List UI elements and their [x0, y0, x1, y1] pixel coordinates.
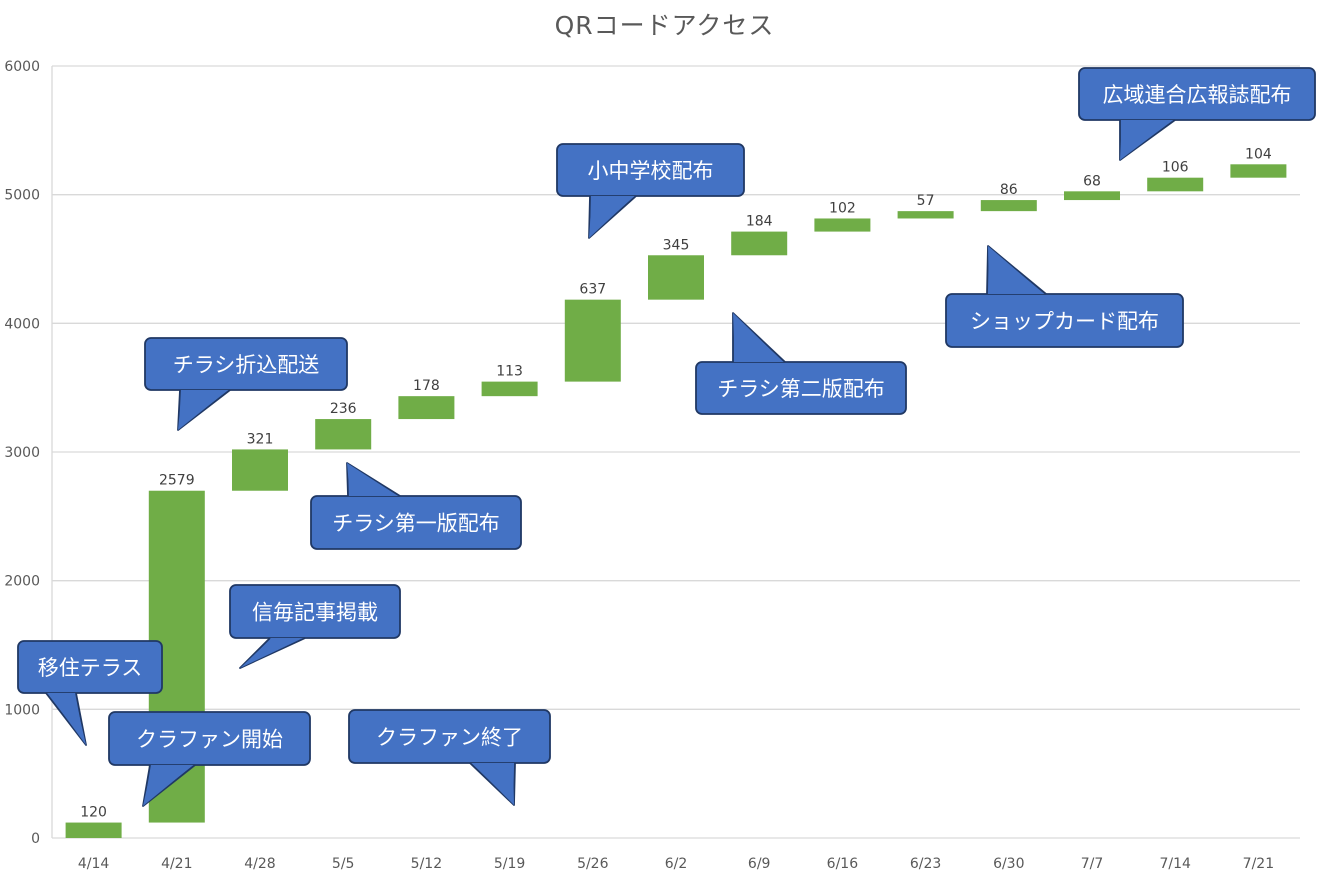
- data-label: 178: [413, 378, 440, 394]
- data-label: 86: [1000, 182, 1018, 198]
- callout-pointer-fill: [240, 638, 303, 668]
- callout-text: 広域連合広報誌配布: [1103, 83, 1292, 107]
- callout-box: [17, 640, 163, 694]
- annotation-callout: 移住テラス: [17, 640, 163, 746]
- x-tick-label: 4/14: [78, 856, 110, 872]
- bars: [65, 164, 1287, 838]
- x-tick-label: 5/19: [494, 856, 525, 872]
- x-tick-label: 6/30: [993, 856, 1024, 872]
- callout-pointer-fill: [347, 463, 398, 496]
- callout-text: クラファン終了: [376, 726, 523, 750]
- data-label: 120: [80, 805, 107, 821]
- bar: [1230, 164, 1287, 178]
- x-tick-label: 4/21: [161, 856, 192, 872]
- callout-text: チラシ折込配送: [173, 353, 320, 377]
- y-tick-label: 5000: [4, 188, 40, 204]
- bar: [481, 381, 538, 397]
- x-tick-label: 5/12: [411, 856, 442, 872]
- data-label: 2579: [159, 473, 195, 489]
- annotation-callout: チラシ第二版配布: [695, 312, 907, 415]
- x-tick-label: 4/28: [244, 856, 275, 872]
- x-tick-label: 6/2: [665, 856, 688, 872]
- y-tick-label: 6000: [4, 59, 40, 75]
- bar: [315, 419, 372, 450]
- bar: [648, 255, 704, 300]
- callout-box: [229, 584, 401, 639]
- bar: [731, 231, 788, 256]
- data-label: 57: [917, 193, 935, 209]
- bar: [897, 211, 954, 219]
- bar: [398, 396, 455, 420]
- x-tick-label: 6/23: [910, 856, 941, 872]
- callout-text: 信毎記事掲載: [252, 601, 378, 625]
- callout-text: 小中学校配布: [588, 159, 714, 183]
- data-label: 104: [1245, 146, 1272, 162]
- x-tick-label: 5/5: [332, 856, 355, 872]
- bar: [1147, 177, 1204, 192]
- callout-text: ショップカード配布: [970, 310, 1159, 334]
- annotation-callout: 信毎記事掲載: [229, 584, 401, 669]
- y-tick-label: 2000: [4, 574, 40, 590]
- callout-pointer-fill: [988, 246, 1044, 294]
- data-label: 184: [746, 214, 773, 230]
- bar: [232, 449, 288, 491]
- bar: [980, 200, 1037, 212]
- annotation-callout: ショップカード配布: [945, 245, 1184, 348]
- y-tick-label: 3000: [4, 445, 40, 461]
- callout-box: [1078, 67, 1316, 121]
- chart-title: QRコードアクセス: [554, 11, 775, 40]
- callout-box: [108, 711, 311, 766]
- callout-pointer-fill: [48, 693, 86, 745]
- callout-text: クラファン開始: [136, 728, 283, 752]
- x-tick-label: 7/14: [1159, 856, 1191, 872]
- data-label: 68: [1083, 173, 1101, 189]
- callout-text: チラシ第二版配布: [717, 377, 885, 401]
- callout-box: [945, 293, 1184, 348]
- y-tick-label: 4000: [4, 316, 40, 332]
- data-label: 345: [663, 237, 690, 253]
- callout-pointer-fill: [1120, 120, 1173, 160]
- x-tick-label: 6/16: [827, 856, 859, 872]
- bar: [814, 218, 871, 232]
- annotation-callout: チラシ折込配送: [144, 337, 348, 431]
- x-tick-label: 5/26: [577, 856, 609, 872]
- annotation-callout: 小中学校配布: [556, 143, 745, 239]
- x-tick-label: 6/9: [748, 856, 771, 872]
- annotation-callout: クラファン開始: [108, 711, 311, 807]
- callout-pointer-fill: [178, 390, 228, 430]
- y-tick-label: 0: [31, 831, 40, 847]
- x-tick-label: 7/7: [1081, 856, 1104, 872]
- callout-box: [695, 361, 907, 415]
- data-label: 236: [330, 401, 357, 417]
- callout-box: [348, 709, 551, 764]
- callout-box: [556, 143, 745, 197]
- data-label: 106: [1162, 160, 1189, 176]
- callout-text: チラシ第一版配布: [332, 512, 500, 536]
- annotation-callout: クラファン終了: [348, 709, 551, 806]
- callout-text: 移住テラス: [38, 656, 143, 680]
- callout-pointer-fill: [733, 313, 783, 362]
- callout-pointer-fill: [472, 763, 514, 805]
- data-label: 113: [496, 364, 523, 380]
- y-tick-label: 1000: [4, 702, 40, 718]
- annotation-callout: 広域連合広報誌配布: [1078, 67, 1316, 161]
- data-label: 321: [247, 431, 274, 447]
- annotation-callout: チラシ第一版配布: [310, 462, 522, 550]
- data-label: 637: [579, 282, 606, 298]
- bar: [1064, 191, 1120, 201]
- data-labels: 120 2579 321 236 178 113 637 345 184 102 57 86 68 106…: [80, 146, 1272, 820]
- callout-pointer-fill: [589, 196, 634, 238]
- callout-box: [144, 337, 348, 391]
- callout-box: [310, 495, 522, 550]
- data-label: 102: [829, 200, 856, 216]
- callout-pointer-fill: [143, 765, 193, 806]
- axes: 0 1000 2000 3000 4000 5000 6000 4/14 4/21 4/28 5/5…: [4, 59, 1274, 872]
- x-tick-label: 7/21: [1243, 856, 1274, 872]
- bar: [65, 822, 122, 838]
- bar: [564, 299, 621, 382]
